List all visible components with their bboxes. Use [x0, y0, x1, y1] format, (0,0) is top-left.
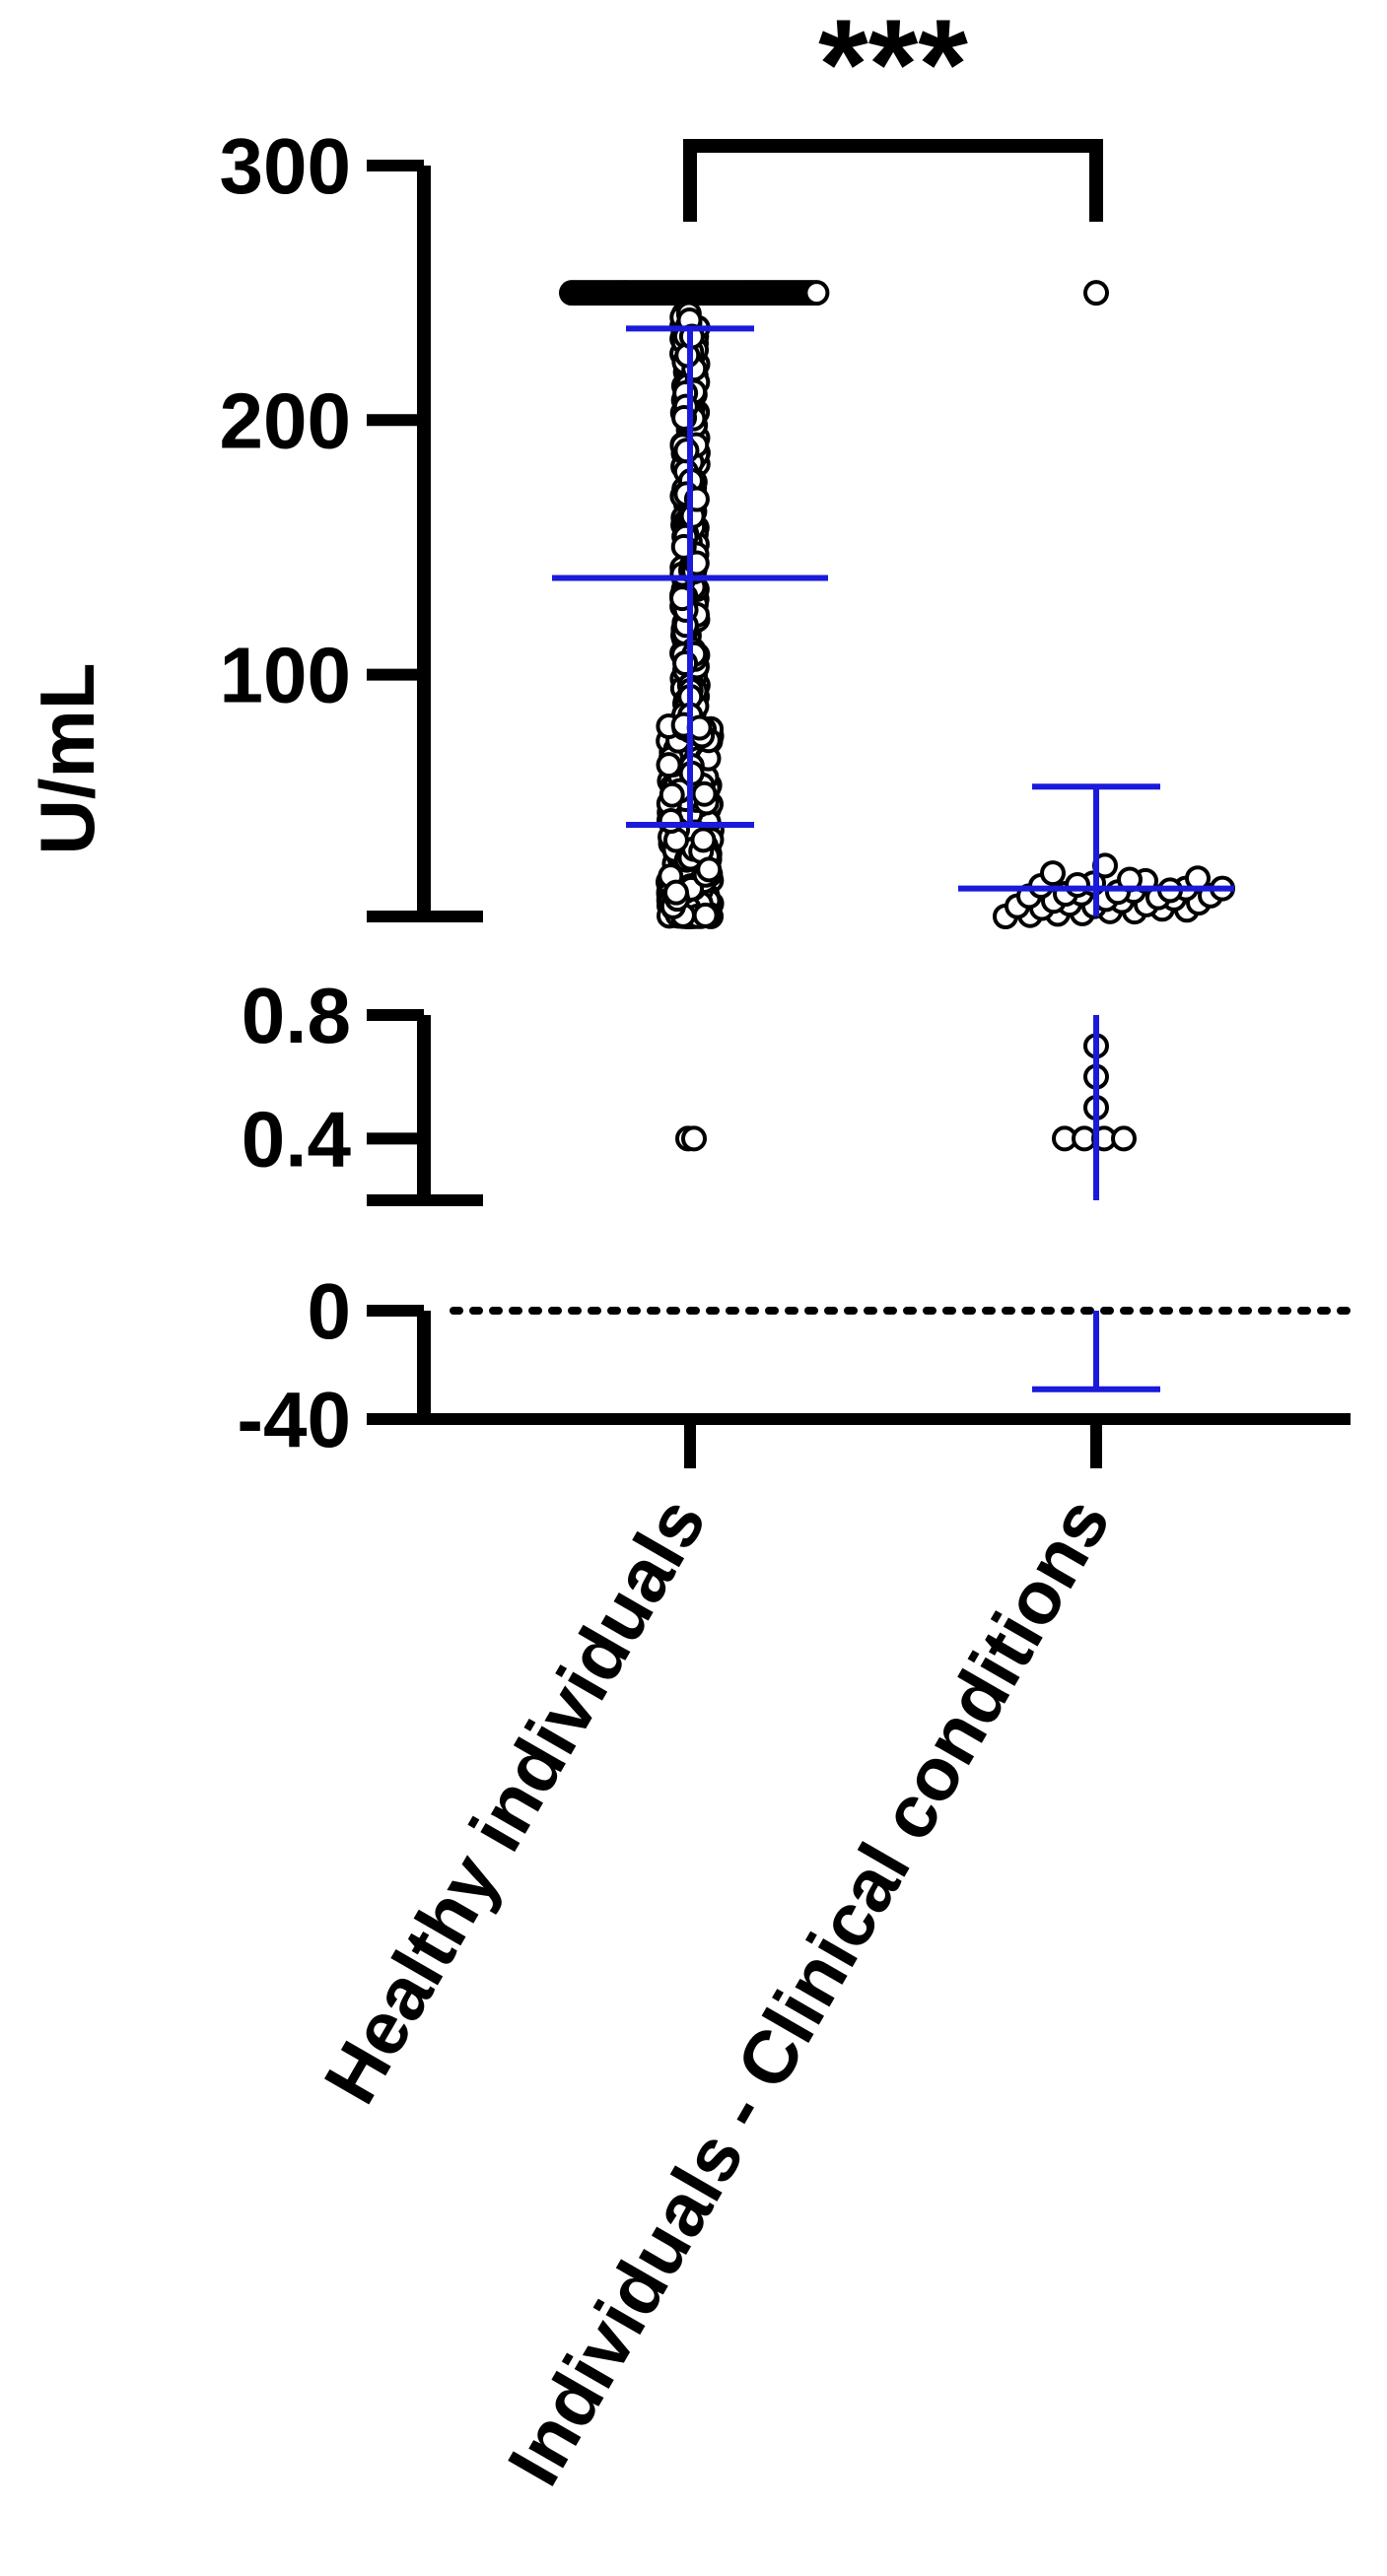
data-point-healthy: [662, 879, 689, 906]
data-point-healthy: [659, 781, 685, 808]
y-ticks: 100 200 300 0.4 0.8 -40 0: [220, 122, 483, 1463]
significance-bracket: ***: [683, 0, 1103, 222]
data-point-healthy: [658, 808, 684, 835]
data-point-clinical-outlier: [1083, 280, 1109, 306]
y-tick-label-2-1: 0: [308, 1267, 352, 1355]
y-tick-label-1-1: 0.8: [242, 972, 351, 1059]
category-label-healthy: Healthy individuals: [309, 1484, 723, 2117]
data-point-healthy: [690, 827, 717, 853]
data-point-clinical: [1065, 871, 1090, 898]
y-tick-label-1-0: 0.4: [242, 1095, 352, 1183]
significance-bracket-line: [683, 139, 1103, 222]
y-tick-label-2-0: -40: [237, 1376, 351, 1463]
y-axis-label: U/mL: [24, 663, 110, 855]
data-point-healthy: [691, 780, 718, 807]
data-point-healthy-cap: [803, 280, 830, 306]
error-bars: [552, 325, 1234, 1392]
y-tick-label-0-0: 100: [220, 632, 351, 719]
significance-label: ***: [818, 0, 968, 136]
data-point-healthy-low: [681, 1125, 707, 1152]
data-point-clinical-low: [1111, 1125, 1137, 1152]
data-point-clinical: [1040, 860, 1066, 887]
y-tick-label-0-1: 200: [220, 376, 351, 464]
y-tick-label-0-2: 300: [220, 122, 351, 210]
data-points: [559, 280, 1235, 1152]
data-point-healthy: [673, 438, 700, 464]
data-point-healthy: [692, 902, 719, 928]
data-point-healthy: [656, 752, 682, 779]
axes: [417, 166, 1351, 1468]
data-point-healthy: [696, 856, 723, 883]
